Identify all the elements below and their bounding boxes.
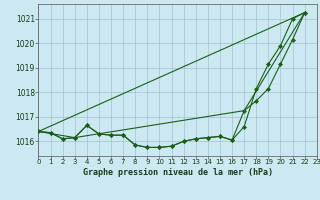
X-axis label: Graphe pression niveau de la mer (hPa): Graphe pression niveau de la mer (hPa) bbox=[83, 168, 273, 177]
